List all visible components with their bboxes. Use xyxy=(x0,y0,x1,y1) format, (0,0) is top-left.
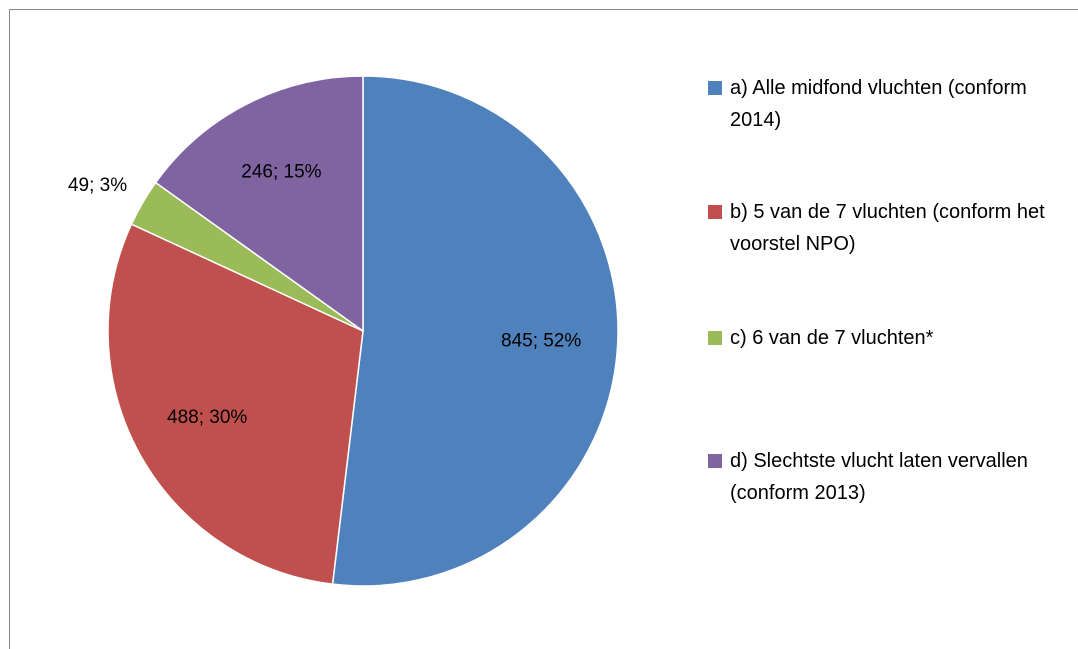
chart-frame xyxy=(9,9,1078,649)
data-label: 845; 52% xyxy=(501,331,581,352)
legend-label: b) 5 van de 7 vluchten (conform het voor… xyxy=(730,201,1045,255)
legend-label: a) Alle midfond vluchten (conform 2014) xyxy=(730,77,1027,131)
legend-item: d) Slechtste vlucht laten vervallen (con… xyxy=(708,445,1060,509)
pie-slice xyxy=(107,223,364,586)
legend-swatch xyxy=(708,81,722,95)
legend-swatch xyxy=(708,454,722,468)
pie-slice xyxy=(331,75,619,587)
legend-item: a) Alle midfond vluchten (conform 2014) xyxy=(708,72,1060,136)
legend-label: d) Slechtste vlucht laten vervallen (con… xyxy=(730,450,1028,504)
legend-swatch xyxy=(708,331,722,345)
data-label: 488; 30% xyxy=(167,407,247,428)
data-label: 246; 15% xyxy=(241,161,321,182)
legend-item: b) 5 van de 7 vluchten (conform het voor… xyxy=(708,196,1060,260)
legend-item: c) 6 van de 7 vluchten* xyxy=(708,322,1060,354)
data-label: 49; 3% xyxy=(68,175,127,196)
pie-slice xyxy=(154,75,364,333)
legend-label: c) 6 van de 7 vluchten* xyxy=(730,327,934,349)
legend-swatch xyxy=(708,205,722,219)
